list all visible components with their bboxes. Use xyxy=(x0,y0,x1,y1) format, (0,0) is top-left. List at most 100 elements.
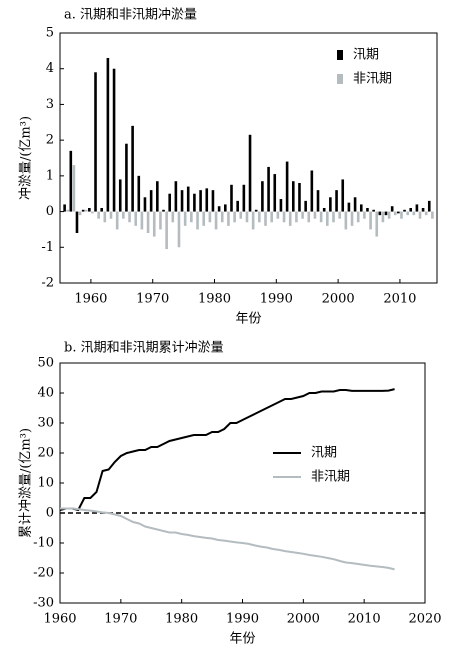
bar xyxy=(372,209,375,212)
bar xyxy=(363,211,366,219)
bar xyxy=(81,209,85,212)
bar xyxy=(202,211,206,226)
bar xyxy=(140,211,144,230)
bar xyxy=(261,181,264,212)
legend-swatch xyxy=(337,50,343,60)
bar xyxy=(375,211,379,237)
bar xyxy=(258,211,261,223)
bar xyxy=(211,190,215,212)
bar xyxy=(313,211,317,219)
bar xyxy=(384,211,388,216)
series-line xyxy=(59,388,395,512)
bar xyxy=(254,209,258,212)
x-tick-label: 2000 xyxy=(287,612,320,627)
y-tick-label: -20 xyxy=(33,566,54,581)
bar xyxy=(112,68,116,212)
bar xyxy=(94,72,97,212)
bar xyxy=(208,211,212,223)
bar xyxy=(332,211,335,223)
bar xyxy=(353,197,357,212)
bar xyxy=(75,211,79,233)
bar xyxy=(282,211,286,223)
bar xyxy=(366,208,369,212)
bar xyxy=(143,197,147,212)
x-tick-label: 1980 xyxy=(165,612,198,627)
x-tick-label: 1960 xyxy=(43,612,76,627)
bar xyxy=(338,211,341,219)
y-tick-label: 40 xyxy=(37,386,54,401)
bar xyxy=(103,211,107,223)
y-tick-label: 30 xyxy=(37,416,54,431)
bar xyxy=(350,211,354,226)
bar xyxy=(165,211,168,250)
bar xyxy=(156,181,159,212)
y-tick-label: 50 xyxy=(37,356,54,371)
x-tick-label: 1970 xyxy=(104,612,137,627)
chart-title: a. 汛期和非汛期冲淤量 xyxy=(64,8,197,23)
bar xyxy=(347,202,351,212)
x-tick-label: 1960 xyxy=(74,292,107,307)
bar xyxy=(199,190,202,212)
legend-label: 汛期 xyxy=(353,48,379,63)
bar xyxy=(431,211,434,219)
bar xyxy=(393,211,397,216)
bar xyxy=(418,211,422,219)
bar xyxy=(168,193,171,212)
y-tick-label: 0 xyxy=(46,204,54,219)
y-tick-label: -10 xyxy=(33,536,54,551)
bar xyxy=(310,170,314,212)
bar xyxy=(344,211,348,230)
bar xyxy=(301,211,304,219)
bar xyxy=(88,208,91,212)
bar xyxy=(264,211,267,226)
x-tick-label: 2010 xyxy=(383,292,416,307)
x-tick-label: 1990 xyxy=(226,612,259,627)
y-tick-label: 10 xyxy=(37,476,54,491)
bar xyxy=(267,166,270,212)
bar xyxy=(279,199,283,212)
x-tick-label: 2010 xyxy=(348,612,381,627)
y-axis-label: 冲淤量/(亿m³) xyxy=(19,116,34,200)
legend-label: 非汛期 xyxy=(353,72,392,87)
bar xyxy=(220,211,224,223)
bar xyxy=(128,211,131,223)
bar xyxy=(242,184,246,212)
bar xyxy=(196,211,199,230)
bar xyxy=(149,190,153,212)
bar xyxy=(233,211,236,223)
bar xyxy=(134,211,138,226)
bar xyxy=(159,211,162,230)
bar xyxy=(298,183,301,212)
bar xyxy=(118,179,122,212)
bar xyxy=(322,208,326,212)
bar xyxy=(227,211,230,226)
y-tick-label: 5 xyxy=(46,26,54,41)
bar xyxy=(390,206,394,212)
bar xyxy=(122,211,125,219)
bar xyxy=(152,211,156,237)
bar xyxy=(177,211,181,248)
bar xyxy=(106,58,110,212)
bar xyxy=(137,175,141,212)
bar xyxy=(97,211,100,219)
bar xyxy=(397,211,400,214)
bar xyxy=(326,211,329,226)
bar xyxy=(239,211,243,219)
bar xyxy=(186,186,190,212)
bar xyxy=(276,211,280,219)
bar xyxy=(115,211,119,230)
bar xyxy=(125,143,128,212)
bar xyxy=(224,204,227,212)
y-tick-label: 3 xyxy=(46,97,54,112)
bar xyxy=(415,204,419,212)
bar xyxy=(381,211,385,223)
plot-frame xyxy=(59,32,438,284)
bar xyxy=(273,174,277,212)
bar xyxy=(230,184,233,212)
bar xyxy=(304,200,307,212)
bar xyxy=(109,211,113,219)
bar xyxy=(251,211,255,230)
bar xyxy=(356,211,360,223)
bar xyxy=(412,211,416,216)
